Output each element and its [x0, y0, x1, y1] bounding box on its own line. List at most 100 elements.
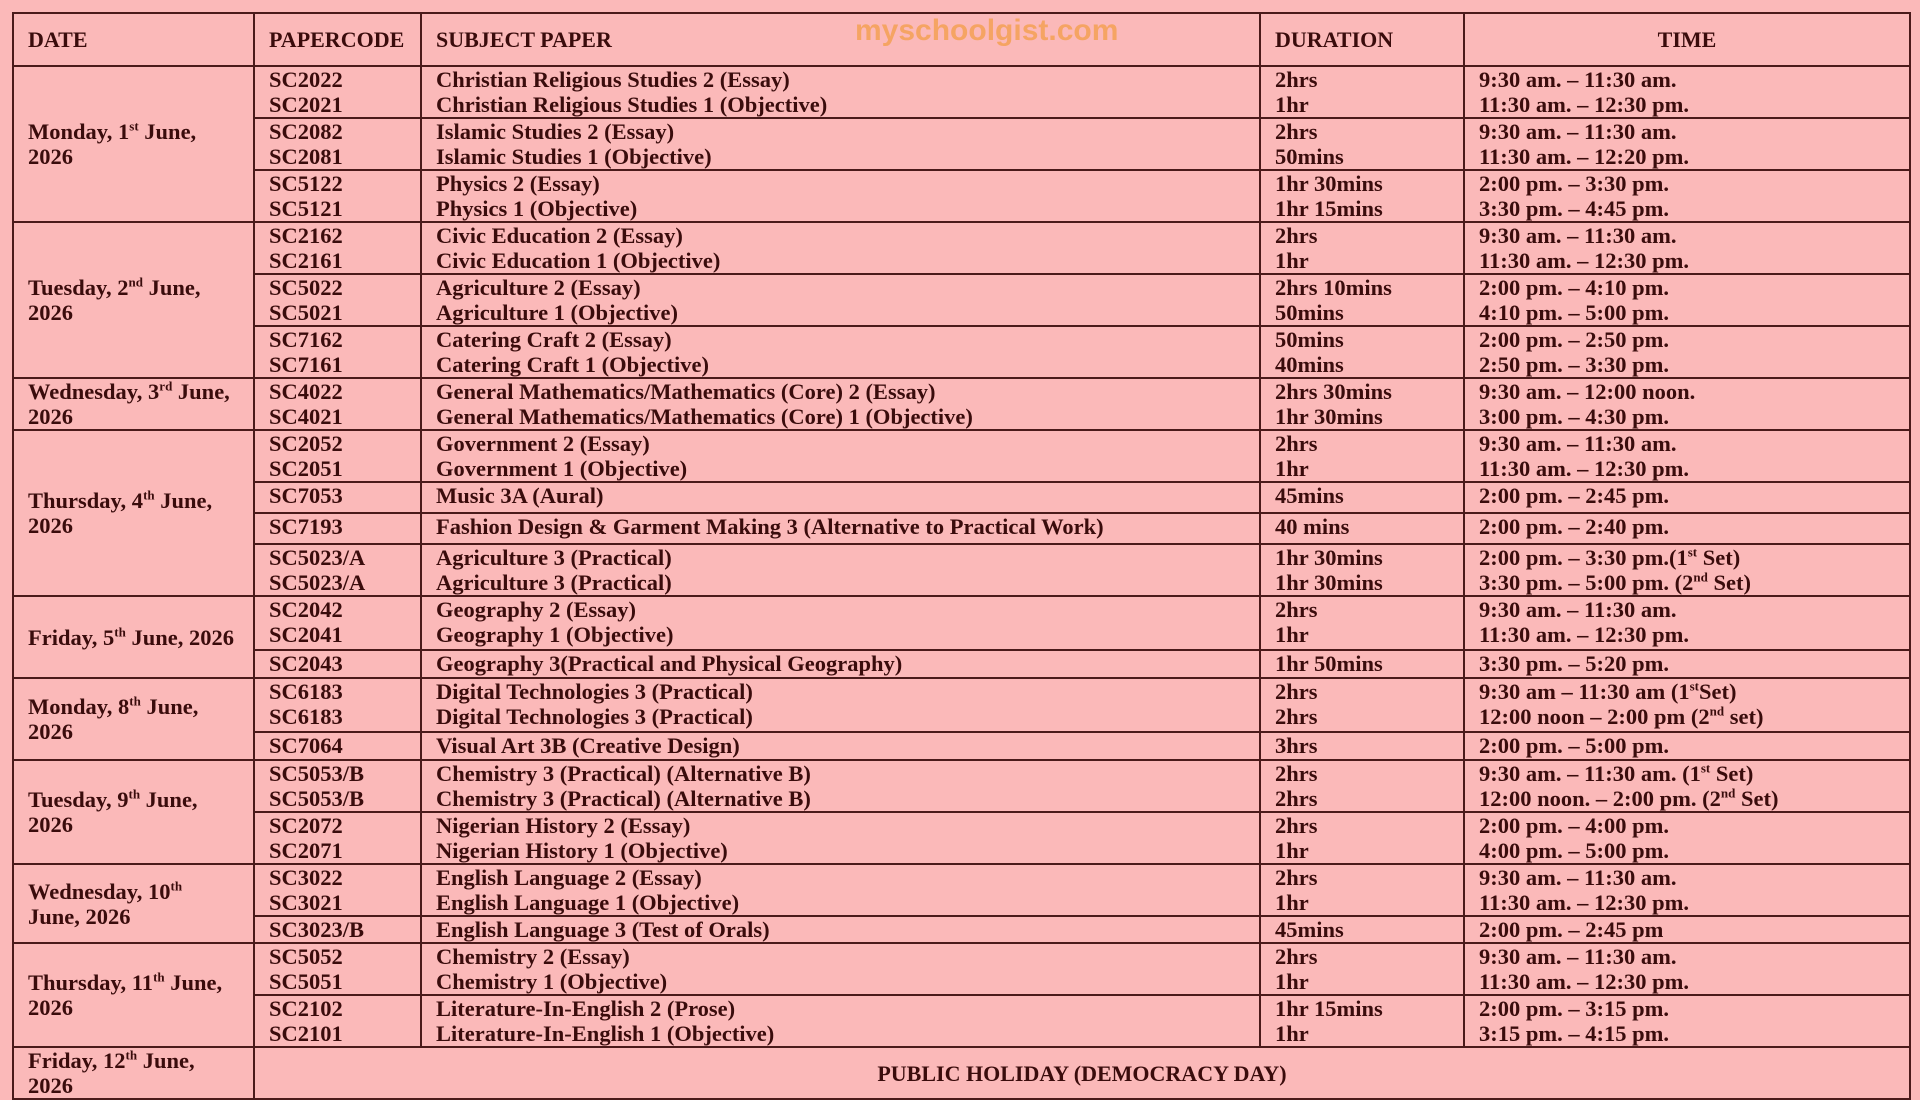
subject: Digital Technologies 3 (Practical) [436, 704, 753, 729]
time-cell: 9:30 am. – 12:00 noon. 3:00 pm. – 4:30 pm… [1463, 377, 1911, 431]
paper-code: SC5051 [269, 969, 343, 994]
table-row: Thursday, 4th June, 2026 SC2052 SC2051 Gove… [12, 429, 1911, 597]
paper-code: SC2041 [269, 622, 343, 647]
paper-code: SC7064 [269, 733, 343, 758]
paper-code-cell: SC2162 SC2161 [253, 221, 422, 275]
time: 2:00 pm. – 3:30 pm. [1479, 171, 1669, 196]
table-row: SC2082 SC2081 Islamic Studies 2 (Essay) Isl… [13, 117, 1911, 171]
duration-cell: 2hrs 1hr [1259, 811, 1465, 865]
paper-code-cell: SC7162 SC7161 [253, 325, 422, 379]
duration: 1hr [1275, 838, 1309, 863]
table-row: SC7162 SC7161 Catering Craft 2 (Essay) Cate… [13, 325, 1911, 379]
table-row: SC2102 SC2101 Literature-In-English 2 (Pro… [13, 994, 1911, 1048]
table-row: Friday, 5th June, 2026 SC2042 SC2041 Geogra… [12, 595, 1911, 679]
duration-cell: 1hr 30mins 1hr 15mins [1259, 169, 1465, 223]
paper-code: SC7053 [269, 483, 343, 508]
table-row: SC2072 SC2071 Nigerian History 2 (Essay) Ni… [13, 811, 1911, 865]
header-date: DATE [12, 12, 255, 67]
date-cell: Tuesday, 2nd June, 2026 [12, 221, 255, 379]
duration: 2hrs [1275, 944, 1318, 969]
subject-cell: English Language 2 (Essay) English Langua… [420, 863, 1261, 917]
time: 9:30 am. – 11:30 am. [1479, 119, 1677, 144]
time: 2:00 pm. – 3:30 pm.(1st Set) [1479, 544, 1741, 570]
time-cell: 9:30 am. – 11:30 am. 11:30 am. – 12:30 pm… [1463, 429, 1911, 483]
time: 4:00 pm. – 5:00 pm. [1479, 838, 1669, 863]
paper-code: SC2021 [269, 92, 343, 117]
header-subject: SUBJECT PAPER [420, 12, 1261, 67]
subject-cell: Literature-In-English 2 (Prose) Literatur… [420, 994, 1261, 1048]
subject: English Language 2 (Essay) [436, 865, 702, 890]
subject-cell: Islamic Studies 2 (Essay) Islamic Studies… [420, 117, 1261, 171]
subject: Fashion Design & Garment Making 3 (Alter… [436, 514, 1104, 539]
time-cell: 3:30 pm. – 5:20 pm. [1463, 649, 1911, 679]
header-paper-code: PAPERCODE [253, 12, 422, 67]
time-cell: 2:00 pm. – 4:10 pm. 4:10 pm. – 5:00 pm. [1463, 273, 1911, 327]
subject: Music 3A (Aural) [436, 483, 604, 508]
duration: 3hrs [1275, 733, 1318, 758]
paper-code-cell: SC5053/B SC5053/B [253, 759, 422, 813]
duration-cell: 2hrs 1hr [1259, 942, 1465, 996]
paper-code-cell: SC3023/B [253, 915, 422, 944]
subject: Literature-In-English 2 (Prose) [436, 996, 736, 1021]
duration-cell: 2hrs 30mins 1hr 30mins [1259, 377, 1465, 431]
subject: English Language 1 (Objective) [436, 890, 740, 915]
duration: 1hr 15mins [1275, 996, 1383, 1021]
time: 3:30 pm. – 5:00 pm. (2nd Set) [1479, 569, 1751, 595]
subject-cell: Government 2 (Essay) Government 1 (Object… [420, 429, 1261, 483]
date-cell: Monday, 1st June, 2026 [12, 65, 255, 223]
subject: Physics 2 (Essay) [436, 171, 600, 196]
time: 12:00 noon – 2:00 pm (2nd set) [1479, 703, 1764, 729]
time: 11:30 am. – 12:30 pm. [1479, 92, 1689, 117]
subject: Islamic Studies 2 (Essay) [436, 119, 675, 144]
subject-cell: Christian Religious Studies 2 (Essay) Chr… [420, 65, 1261, 119]
duration: 2hrs [1275, 431, 1318, 456]
time-cell: 9:30 am. – 11:30 am. 11:30 am. – 12:30 pm… [1463, 595, 1911, 651]
time-cell: 2:00 pm. – 3:30 pm. 3:30 pm. – 4:45 pm. [1463, 169, 1911, 223]
header-time: TIME [1463, 12, 1911, 67]
subject: Agriculture 2 (Essay) [436, 275, 641, 300]
paper-code: SC5121 [269, 196, 343, 221]
table-row: Tuesday, 2nd June, 2026 SC2162 SC2161 Civic… [12, 221, 1911, 379]
paper-code: SC2102 [269, 996, 343, 1021]
time: 3:15 pm. – 4:15 pm. [1479, 1021, 1669, 1046]
time-cell: 2:00 pm. – 2:50 pm. 2:50 pm. – 3:30 pm. [1463, 325, 1911, 379]
duration-cell: 1hr 30mins 1hr 30mins [1259, 543, 1465, 597]
duration-cell: 40 mins [1259, 512, 1465, 545]
table-row: SC5122 SC5121 Physics 2 (Essay) Physics 1 (… [13, 169, 1911, 223]
paper-code: SC2162 [269, 223, 343, 248]
table-row: SC3023/B English Language 3 (Test of Oral… [13, 915, 1911, 944]
duration: 1hr [1275, 969, 1309, 994]
paper-code-cell: SC7053 [253, 481, 422, 514]
paper-code-cell: SC2102 SC2101 [253, 994, 422, 1048]
duration: 50mins [1275, 300, 1344, 325]
paper-code: SC6183 [269, 704, 343, 729]
exam-timetable: DATE PAPERCODE SUBJECT PAPER DURATION TI… [12, 12, 1911, 1100]
duration: 2hrs [1275, 119, 1318, 144]
subject-cell: Geography 3(Practical and Physical Geogr… [420, 649, 1261, 679]
paper-code: SC5023/A [269, 545, 366, 570]
time-cell: 2:00 pm. – 2:40 pm. [1463, 512, 1911, 545]
subject-cell: Music 3A (Aural) [420, 481, 1261, 514]
paper-code: SC2082 [269, 119, 343, 144]
time: 3:30 pm. – 4:45 pm. [1479, 196, 1669, 221]
paper-code-cell: SC2052 SC2051 [253, 429, 422, 483]
paper-code-cell: SC4022 SC4021 [253, 377, 422, 431]
duration: 2hrs 10mins [1275, 275, 1392, 300]
time: 2:00 pm. – 2:50 pm. [1479, 327, 1669, 352]
subject-cell: Chemistry 2 (Essay) Chemistry 1 (Objectiv… [420, 942, 1261, 996]
time: 2:50 pm. – 3:30 pm. [1479, 352, 1669, 377]
paper-code: SC3023/B [269, 917, 365, 942]
duration: 2hrs 30mins [1275, 379, 1392, 404]
duration: 1hr [1275, 890, 1309, 915]
time: 11:30 am. – 12:30 pm. [1479, 248, 1689, 273]
table-row: SC7193 Fashion Design & Garment Making 3 … [13, 512, 1911, 545]
subject: Chemistry 2 (Essay) [436, 944, 630, 969]
paper-code: SC5021 [269, 300, 343, 325]
duration-cell: 45mins [1259, 481, 1465, 514]
paper-code: SC5053/B [269, 761, 365, 786]
duration-cell: 1hr 50mins [1259, 649, 1465, 679]
subject-cell: Physics 2 (Essay) Physics 1 (Objective) [420, 169, 1261, 223]
time: 9:30 am. – 11:30 am. [1479, 223, 1677, 248]
paper-code-cell: SC2022 SC2021 [253, 65, 422, 119]
duration: 2hrs [1275, 761, 1318, 786]
